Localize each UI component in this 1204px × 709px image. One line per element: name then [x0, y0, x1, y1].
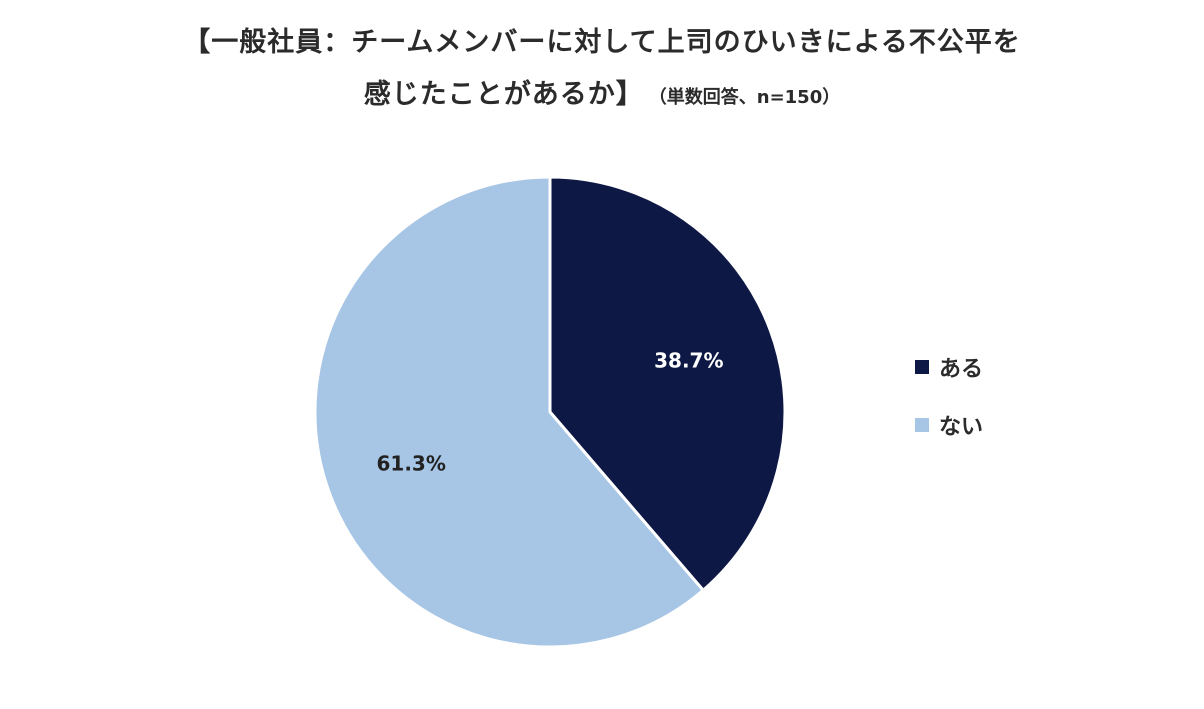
chart-subtitle: （単数回答、n=150） — [657, 87, 841, 108]
legend-item-nai: ない — [915, 410, 983, 440]
data-label-nai: 61.3% — [376, 451, 445, 475]
legend-swatch-nai — [915, 418, 929, 432]
chart-title-line2-main: 感じたことがあるか】 — [363, 79, 644, 110]
pie-slice-aru — [548, 175, 787, 593]
pie-slice-nai — [313, 175, 706, 649]
legend: ある ない — [915, 352, 983, 468]
legend-label-nai: ない — [939, 415, 984, 440]
legend-label-aru: ある — [939, 357, 984, 382]
legend-swatch-aru — [915, 360, 929, 374]
legend-item-aru: ある — [915, 352, 983, 382]
data-label-aru: 38.7% — [654, 349, 723, 373]
chart-title-line1: 【一般社員：チームメンバーに対して上司のひいきによる不公平を — [183, 27, 1021, 58]
chart-title-line2: 感じたことがあるか】 （単数回答、n=150） — [0, 72, 1204, 111]
